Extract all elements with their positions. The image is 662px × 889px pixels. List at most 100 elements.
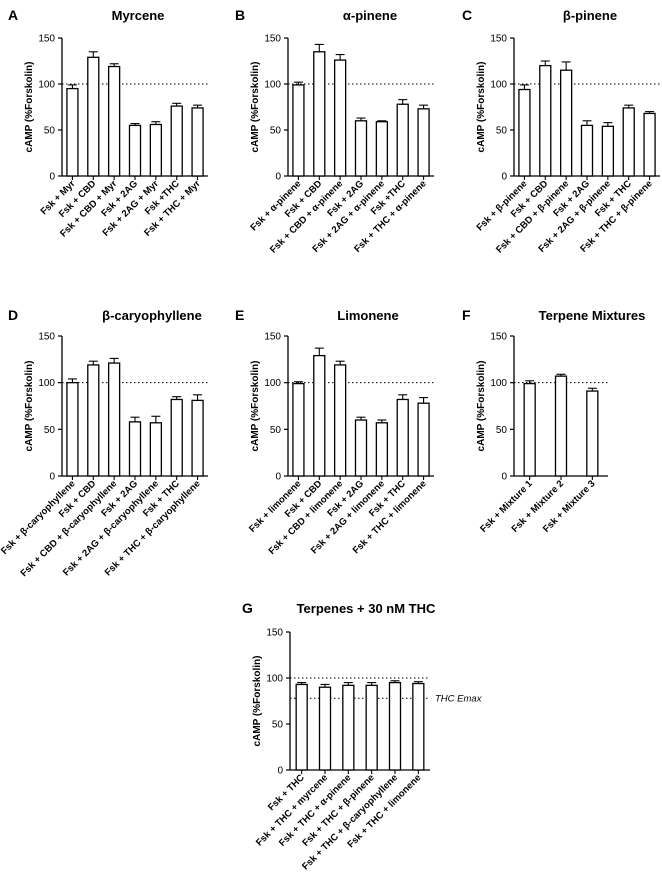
y-tick-label: 0 (49, 172, 55, 183)
bar (396, 103, 409, 177)
bar (375, 121, 389, 177)
y-axis-label-b: cAMP (%Forskolin) (250, 62, 261, 153)
bar (523, 382, 536, 477)
bar (365, 684, 378, 771)
panel-label-a: A (8, 7, 18, 23)
bar (87, 56, 100, 177)
y-tick-label: 150 (490, 34, 507, 45)
y-tick-label: 100 (490, 80, 507, 91)
y-tick-label: 0 (275, 472, 281, 483)
bar (580, 124, 594, 177)
panel-title-c: β-pinene (563, 8, 617, 23)
bar (313, 354, 326, 477)
y-tick-label: 100 (266, 674, 283, 685)
panel-label-e: E (235, 307, 244, 323)
bar (342, 684, 355, 771)
y-tick-label: 50 (270, 126, 282, 137)
y-tick-label: 0 (49, 472, 55, 483)
thc-emax-label: THC Emax (435, 694, 483, 705)
panel-label-b: B (235, 7, 245, 23)
bar (170, 398, 183, 477)
bar (586, 390, 599, 477)
panel-label-c: C (462, 7, 472, 23)
bar (643, 112, 656, 177)
y-tick-label: 150 (264, 34, 281, 45)
bar (396, 398, 409, 477)
panel-label-f: F (462, 307, 471, 323)
bar (554, 375, 568, 477)
y-tick-label: 0 (501, 172, 507, 183)
bar (87, 364, 100, 477)
y-axis-label-g: cAMP (%Forskolin) (252, 656, 263, 747)
bar (412, 682, 425, 771)
y-tick-label: 150 (490, 332, 507, 343)
y-tick-label: 50 (496, 126, 508, 137)
bar (417, 108, 430, 177)
panel-title-g: Terpenes + 30 nM THC (297, 601, 436, 616)
bar (388, 681, 402, 771)
bar (191, 107, 204, 177)
y-tick-label: 100 (264, 378, 281, 389)
bar (518, 88, 531, 177)
bar (66, 382, 79, 477)
y-tick-label: 100 (264, 80, 281, 91)
bar (539, 64, 552, 177)
panel-title-f: Terpene Mixtures (539, 308, 646, 323)
panel-title-a: Myrcene (112, 8, 165, 23)
y-tick-label: 150 (266, 628, 283, 639)
bar (292, 84, 305, 177)
y-tick-label: 150 (38, 34, 55, 45)
bar (417, 402, 430, 477)
bar (318, 686, 332, 771)
bar (622, 107, 635, 177)
bar (191, 399, 204, 477)
panel-title-d: β-caryophyllene (102, 308, 202, 323)
panel-g: G Terpenes + 30 nM THC 0 50 100 150 cAMP (%For… (242, 600, 483, 872)
bar (559, 69, 573, 177)
y-axis-label-e: cAMP (%Forskolin) (250, 361, 261, 452)
y-tick-label: 50 (496, 425, 508, 436)
panel-title-b: α-pinene (343, 8, 397, 23)
bar (292, 382, 305, 477)
bar (107, 362, 121, 477)
bar (149, 123, 163, 177)
y-axis-label-d: cAMP (%Forskolin) (24, 361, 35, 452)
x-tick-label: Fsk + Mixture 1 (478, 478, 535, 535)
y-axis-label-f: cAMP (%Forskolin) (476, 361, 487, 452)
bar (313, 51, 326, 177)
panel-label-g: G (242, 600, 253, 616)
panel-f: F Terpene Mixtures 0 50 100 150 cAMP (%Forskol… (462, 307, 645, 535)
y-tick-label: 0 (275, 172, 281, 183)
y-axis-label-a: cAMP (%Forskolin) (24, 62, 35, 153)
bar (354, 120, 368, 177)
y-tick-label: 50 (44, 425, 56, 436)
bar (295, 683, 308, 771)
y-tick-label: 0 (277, 766, 283, 777)
bar (66, 87, 79, 177)
y-axis-label-c: cAMP (%Forskolin) (476, 62, 487, 153)
bar (354, 419, 368, 477)
y-tick-label: 150 (264, 332, 281, 343)
y-tick-label: 50 (270, 425, 282, 436)
bar (128, 421, 142, 477)
y-tick-label: 50 (44, 126, 56, 137)
bar (107, 65, 121, 177)
bar (149, 422, 163, 477)
y-tick-label: 100 (38, 378, 55, 389)
bar (128, 124, 142, 177)
panel-label-d: D (8, 307, 18, 323)
y-tick-label: 50 (272, 720, 284, 731)
y-tick-label: 150 (38, 332, 55, 343)
panel-title-e: Limonene (337, 308, 398, 323)
y-tick-label: 0 (501, 472, 507, 483)
bar (333, 364, 347, 477)
y-tick-label: 100 (490, 378, 507, 389)
bar (170, 105, 183, 177)
bar (601, 125, 615, 177)
